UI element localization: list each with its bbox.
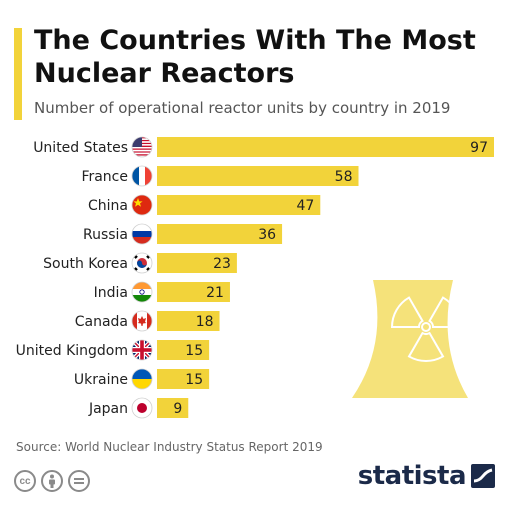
license-icons: cc bbox=[14, 470, 90, 492]
us-flag-icon bbox=[131, 136, 153, 158]
ukraine-flag-icon bbox=[131, 368, 153, 390]
uk-flag-icon bbox=[131, 339, 153, 361]
attribution-icon[interactable] bbox=[41, 470, 63, 492]
creative-commons-icon[interactable]: cc bbox=[14, 470, 36, 492]
no-derivatives-icon[interactable] bbox=[68, 470, 90, 492]
brand-name: statista bbox=[357, 461, 467, 491]
bar-japan bbox=[157, 398, 189, 418]
value-label: 15 bbox=[185, 343, 203, 359]
category-label: India bbox=[94, 285, 128, 301]
russia-flag-icon bbox=[131, 223, 153, 245]
cooling-tower-graphic bbox=[352, 280, 468, 398]
value-label: 58 bbox=[335, 169, 353, 185]
bar-canada bbox=[157, 311, 220, 331]
bar-russia bbox=[157, 224, 283, 244]
source-note: Source: World Nuclear Industry Status Re… bbox=[16, 440, 323, 454]
chart-subtitle: Number of operational reactor units by c… bbox=[34, 99, 451, 117]
india-flag-icon bbox=[131, 281, 153, 303]
bar-ukraine bbox=[157, 369, 210, 389]
bar-south-korea bbox=[157, 253, 237, 273]
category-label: Canada bbox=[75, 314, 128, 330]
value-label: 9 bbox=[173, 401, 182, 417]
chart-title: The Countries With The Most Nuclear Reac… bbox=[34, 25, 476, 89]
category-label: France bbox=[81, 169, 128, 185]
bar-france bbox=[157, 166, 359, 186]
radiation-symbol-icon bbox=[391, 296, 462, 362]
canada-flag-icon bbox=[131, 310, 153, 332]
bar-united-states bbox=[157, 137, 494, 157]
bar-united-kingdom bbox=[157, 340, 210, 360]
category-label: Russia bbox=[83, 227, 128, 243]
category-label: South Korea bbox=[43, 256, 128, 272]
statista-logo-icon bbox=[471, 464, 495, 488]
south-korea-flag-icon bbox=[131, 252, 153, 274]
value-label: 21 bbox=[206, 285, 224, 301]
category-label: Ukraine bbox=[74, 372, 128, 388]
category-label: United Kingdom bbox=[16, 343, 128, 359]
category-label: Japan bbox=[88, 401, 128, 417]
bar-china bbox=[157, 195, 321, 215]
france-flag-icon bbox=[131, 165, 153, 187]
china-flag-icon bbox=[131, 194, 153, 216]
japan-flag-icon bbox=[131, 397, 153, 419]
title-accent-bar bbox=[14, 28, 22, 120]
value-label: 97 bbox=[470, 140, 488, 156]
category-label: United States bbox=[33, 140, 128, 156]
value-label: 18 bbox=[196, 314, 214, 330]
bar-chart: 97 United States 58 France 47 China 36 Russia 23… bbox=[16, 136, 494, 419]
statista-brand[interactable]: statista bbox=[358, 461, 495, 491]
category-label: China bbox=[88, 198, 128, 214]
cooling-tower-icon bbox=[352, 280, 468, 398]
bar-india bbox=[157, 282, 230, 302]
value-label: 36 bbox=[258, 227, 276, 243]
value-label: 47 bbox=[296, 198, 314, 214]
value-label: 23 bbox=[213, 256, 231, 272]
value-label: 15 bbox=[185, 372, 203, 388]
